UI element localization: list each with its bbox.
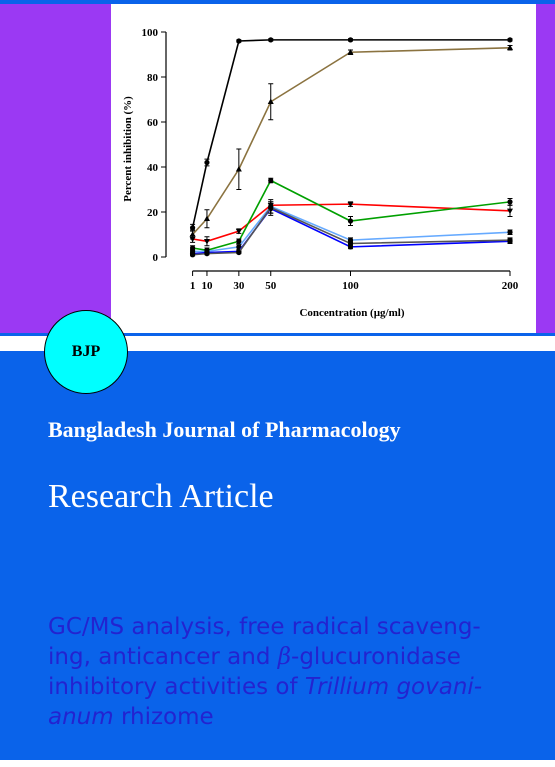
white-gap [0,336,555,351]
data-point [268,204,274,211]
title-text: GC/MS analysis, free radical scaveng- [48,614,481,640]
y-tick-label: 80 [147,72,159,84]
x-tick-label: 30 [233,280,245,292]
data-point [203,215,210,221]
bottom-edge [0,760,555,767]
chart-series [189,37,513,258]
title-beta-symbol: β [277,644,292,670]
cover-info-panel [0,351,555,760]
data-point [268,37,274,43]
data-point [189,252,196,258]
title-text: ing, anticancer and [48,644,278,670]
title-text: rhizome [113,704,214,730]
right-color-band [536,4,555,333]
data-point [235,166,242,172]
top-border [0,0,555,4]
y-tick-label: 40 [147,162,159,174]
x-tick-label: 10 [201,280,213,292]
x-tick-label: 1 [190,280,196,292]
data-point [204,159,210,166]
series-line [192,203,511,243]
data-point [507,44,513,50]
x-axis-label: Concentration (µg/ml) [299,307,404,319]
left-color-band [0,4,111,333]
title-species-italic: Trillium govani- [304,674,483,700]
series-line [192,46,511,236]
article-title: GC/MS analysis, free radical scaveng- in… [48,612,538,732]
x-tick-label: 200 [502,280,519,292]
data-point [267,98,274,104]
title-line: inhibitory activities of Trillium govani… [48,672,538,702]
data-point [347,240,354,247]
chart-axes: 0 20 40 60 80 100 1 10 30 50 100 200 [142,27,519,292]
series-line [191,39,510,228]
data-point [507,37,513,43]
data-point [204,251,210,257]
journal-badge: BJP [44,310,128,394]
data-point [347,218,354,224]
data-point [507,199,513,205]
title-line: ing, anticancer and β-glucuronidase [48,642,538,672]
journal-abbreviation: BJP [71,343,101,360]
data-point [236,249,242,256]
data-point [203,239,210,245]
data-point [507,229,513,235]
title-line: anum rhizome [48,702,538,732]
data-point [507,237,513,243]
title-species-italic: anum [48,704,114,730]
data-point [268,177,274,184]
data-point [347,201,354,208]
chart-panel: 0 20 40 60 80 100 1 10 30 50 100 200 Percent inhibi… [111,4,536,333]
data-point [347,37,354,43]
section-divider [0,333,555,336]
data-point [236,244,242,250]
y-tick-label: 20 [147,207,159,219]
data-point [189,225,196,231]
line-chart: 0 20 40 60 80 100 1 10 30 50 100 200 Percent inhibi… [122,27,519,319]
data-point [347,49,354,55]
y-axis-label: Percent inhibition (%) [122,96,134,202]
data-point [235,228,242,235]
x-tick-label: 50 [265,280,277,292]
y-tick-label: 60 [147,117,159,129]
y-tick-label: 0 [153,252,159,264]
title-text: inhibitory activities of [48,674,305,700]
title-line: GC/MS analysis, free radical scaveng- [48,612,538,642]
data-point [507,208,513,215]
data-point [236,38,242,44]
journal-name: Bangladesh Journal of Pharmacology [48,417,401,442]
data-point [189,236,196,243]
article-type: Research Article [48,478,274,515]
y-tick-label: 100 [142,27,159,39]
title-text: -glucuronidase [291,644,461,670]
x-tick-label: 100 [342,280,359,292]
data-point [236,238,242,244]
